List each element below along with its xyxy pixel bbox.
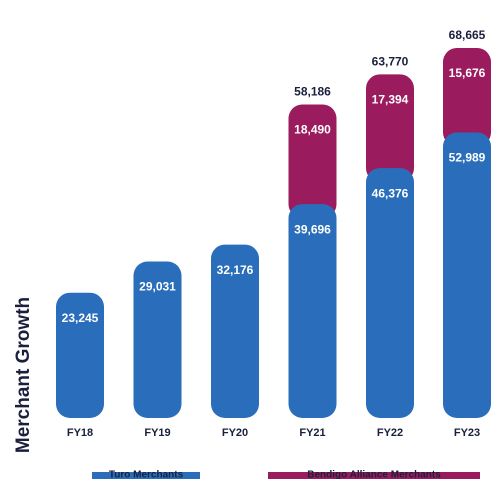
bar-segment	[133, 261, 182, 418]
value-label: 23,245	[62, 311, 99, 325]
value-label: 15,676	[449, 66, 486, 80]
value-label: 17,394	[372, 93, 409, 107]
legend-label: Turo Merchants	[109, 470, 184, 479]
bar-segment	[443, 132, 491, 418]
legend-swatch	[92, 472, 200, 479]
bar-segment	[443, 47, 491, 147]
legend-label: Bendigo Alliance Merchants	[307, 470, 441, 479]
bar-segment	[288, 104, 337, 219]
x-tick-label: FY19	[144, 427, 170, 439]
total-label: 58,186	[294, 85, 331, 99]
x-tick-label: FY20	[222, 427, 248, 439]
total-label: 68,665	[449, 28, 486, 42]
x-tick-label: FY23	[454, 427, 480, 439]
x-tick-label: FY21	[299, 427, 325, 439]
legend-swatch	[268, 472, 480, 479]
value-label: 29,031	[139, 280, 176, 294]
bar-segment	[288, 204, 337, 418]
value-label: 52,989	[449, 151, 486, 165]
bar-segment	[366, 74, 414, 183]
value-label: 18,490	[294, 123, 331, 137]
value-label: 32,176	[217, 263, 254, 277]
bar-segment	[211, 244, 259, 418]
bar-segment	[56, 292, 104, 418]
value-label: 39,696	[294, 222, 331, 236]
total-label: 63,770	[372, 55, 409, 69]
x-tick-label: FY22	[377, 427, 403, 439]
y-axis-title: Merchant Growth	[13, 297, 34, 453]
bar-segment	[366, 168, 414, 418]
x-tick-label: FY18	[67, 427, 93, 439]
value-label: 46,376	[372, 186, 409, 200]
